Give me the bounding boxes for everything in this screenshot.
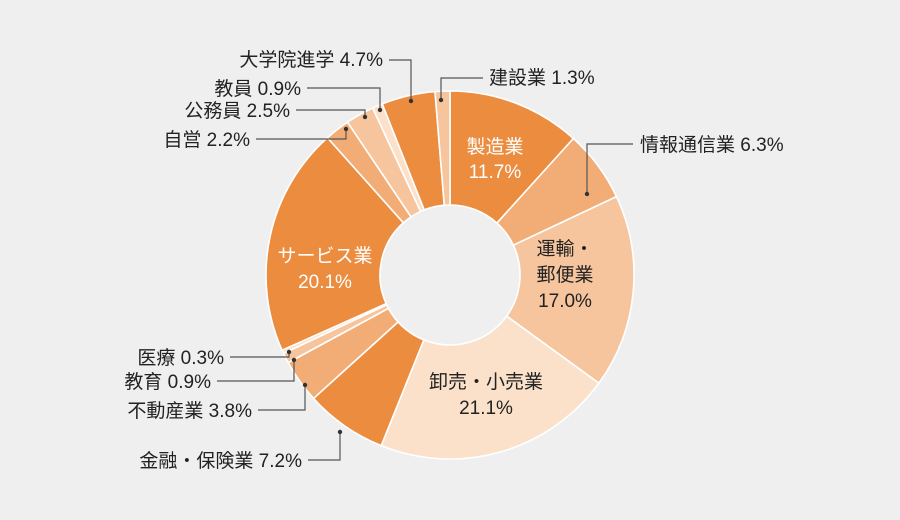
label-line-サービス業-1: 20.1%: [298, 272, 352, 293]
leader-dot-不動産業: [302, 382, 308, 388]
label-卸売-小売業: 卸売・小売業 21.1%: [429, 371, 543, 419]
leader-line-大学院進学: [389, 59, 412, 101]
label-運輸-郵便業: 運輸・郵便業 17.0%: [536, 238, 593, 312]
label-line-運輸-郵便業-1: 郵便業: [536, 264, 593, 286]
leader-dot-大学院進学: [408, 98, 414, 104]
slice-サービス業: [265, 136, 405, 351]
slice-建設業: [434, 90, 451, 207]
leader-dot-金融-保険業: [337, 429, 343, 435]
leader-dot-情報通信業: [584, 191, 590, 197]
label-自営: 自営 2.2%: [163, 129, 250, 151]
leader-line-教育: [217, 360, 295, 382]
label-医療: 医療 0.3%: [137, 347, 224, 369]
label-教育: 教育 0.9%: [124, 371, 211, 393]
label-line-運輸-郵便業-2: 17.0%: [538, 291, 592, 312]
leader-教員: [307, 87, 383, 113]
leader-dot-建設業: [438, 97, 444, 103]
label-line-サービス業-0: サービス業: [277, 245, 372, 267]
label-不動産業: 不動産業 3.8%: [127, 400, 252, 422]
label-公務員: 公務員 2.5%: [184, 100, 290, 122]
label-line-製造業-0: 製造業: [466, 136, 523, 158]
label-大学院進学: 大学院進学 4.7%: [239, 49, 383, 71]
leader-dot-医療: [286, 349, 292, 355]
leader-line-建設業: [440, 77, 483, 100]
leader-dot-公務員: [362, 114, 368, 120]
label-line-運輸-郵便業-0: 運輸・: [536, 238, 593, 260]
slice-運輸-郵便業: [505, 195, 635, 384]
leader-不動産業: [258, 382, 308, 411]
leader-line-自営: [256, 129, 347, 140]
label-情報通信業: 情報通信業 6.3%: [640, 134, 784, 156]
leader-dot-教育: [291, 357, 297, 363]
leader-line-不動産業: [258, 385, 306, 411]
leader-自営: [256, 126, 349, 140]
label-line-卸売-小売業-1: 21.1%: [459, 398, 513, 419]
leader-大学院進学: [389, 59, 414, 104]
leader-line-金融-保険業: [308, 432, 341, 461]
leader-dot-教員: [377, 107, 383, 113]
leader-line-医療: [230, 352, 290, 358]
leader-教育: [217, 357, 297, 382]
slice-卸売-小売業: [380, 315, 600, 460]
leader-情報通信業: [584, 143, 633, 197]
leader-line-公務員: [296, 109, 366, 117]
leader-dot-自営: [343, 126, 349, 132]
leader-line-情報通信業: [586, 143, 633, 194]
label-教員: 教員 0.9%: [214, 78, 301, 100]
label-line-卸売-小売業-0: 卸売・小売業: [429, 371, 543, 393]
label-line-製造業-1: 11.7%: [469, 162, 522, 183]
label-製造業: 製造業 11.7%: [466, 136, 523, 183]
leader-医療: [230, 349, 292, 358]
label-サービス業: サービス業 20.1%: [277, 245, 372, 293]
leader-公務員: [296, 109, 368, 120]
leader-建設業: [438, 77, 483, 103]
leader-金融-保険業: [308, 429, 343, 461]
leader-line-教員: [307, 87, 381, 110]
label-金融-保険業: 金融・保険業 7.2%: [139, 450, 302, 472]
label-建設業: 建設業 1.3%: [489, 67, 595, 89]
